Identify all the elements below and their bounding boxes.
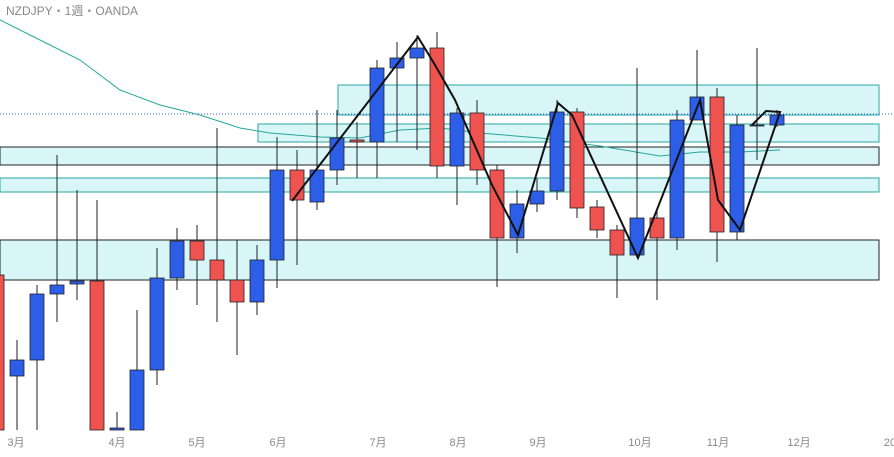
x-tick-label: 11月	[707, 437, 729, 449]
candle-body	[269, 169, 285, 261]
x-tick-label: 10月	[628, 437, 651, 449]
candle-body	[589, 206, 605, 231]
zigzag	[291, 35, 782, 261]
candle-body	[89, 280, 105, 431]
candle-body	[729, 124, 745, 233]
candle-body	[229, 279, 245, 303]
candle-body	[189, 240, 205, 261]
x-tick-label: 3月	[7, 437, 24, 449]
candle-body	[29, 293, 45, 361]
candle-body	[469, 112, 485, 171]
candle-body	[129, 369, 145, 431]
candle-body	[349, 139, 365, 143]
candle-body	[69, 280, 85, 285]
candle-body	[709, 96, 725, 233]
x-tick-label: 6月	[269, 437, 286, 449]
candle-body	[149, 277, 165, 371]
candle-body	[429, 47, 445, 167]
candle-body	[369, 67, 385, 143]
candle-body	[449, 112, 465, 167]
candle-body	[249, 259, 265, 303]
x-tick-label: 7月	[369, 437, 386, 449]
moving-average	[0, 19, 781, 157]
candle-body	[109, 427, 125, 431]
x-tick-label: 12月	[787, 437, 810, 449]
candle-body	[409, 47, 425, 59]
candle-body	[209, 259, 225, 281]
x-tick-label: 20	[884, 437, 894, 449]
zone	[0, 177, 880, 193]
zone	[257, 123, 880, 143]
x-tick-label: 9月	[529, 437, 546, 449]
candle-body	[49, 284, 65, 295]
candle-body	[529, 190, 545, 205]
candle-body	[749, 124, 765, 127]
candle-body	[669, 119, 685, 239]
zone	[0, 239, 880, 281]
candle-body	[0, 274, 5, 431]
x-tick-label: 5月	[188, 437, 205, 449]
candle-body	[549, 111, 565, 192]
candle-body	[569, 111, 585, 209]
x-tick-label: 4月	[108, 437, 125, 449]
chart-title: NZDJPY・1週・OANDA	[6, 4, 138, 18]
x-tick-label: 8月	[449, 437, 466, 449]
candle-body	[609, 229, 625, 256]
candle-body	[9, 359, 25, 377]
candle-body	[169, 240, 185, 279]
zone	[337, 84, 880, 116]
